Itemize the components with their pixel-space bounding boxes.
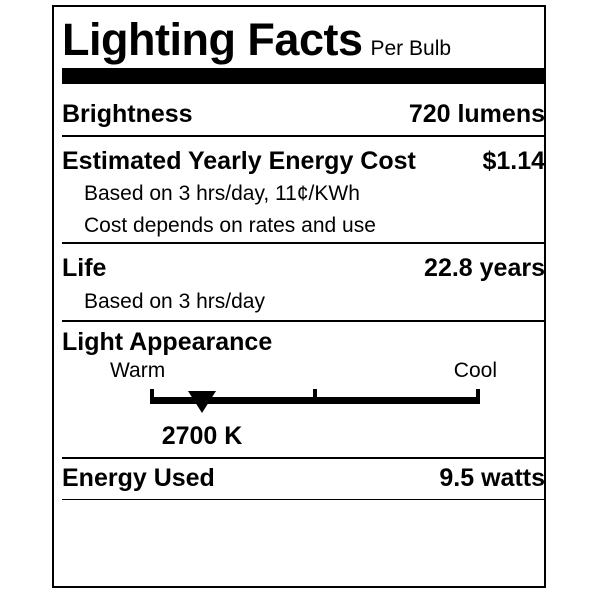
divider-bottom xyxy=(62,499,545,500)
energy-cost-note-disclaimer: Cost depends on rates and use xyxy=(84,214,376,237)
life-note-basis: Based on 3 hrs/day xyxy=(84,290,265,313)
divider-after-life xyxy=(62,320,545,322)
energy-used-label: Energy Used xyxy=(62,464,215,492)
scale-tick-middle xyxy=(313,389,317,398)
label-title-subtitle: Per Bulb xyxy=(370,37,452,60)
title-divider-bar xyxy=(62,68,545,84)
energy-used-value: 9.5 watts xyxy=(439,464,545,492)
energy-cost-row: Estimated Yearly Energy Cost $1.14 xyxy=(62,147,545,176)
brightness-row: Brightness 720 lumens xyxy=(62,100,545,129)
brightness-label: Brightness xyxy=(62,100,193,128)
label-title: Lighting Facts Per Bulb xyxy=(62,15,545,67)
energy-cost-value: $1.14 xyxy=(482,147,545,175)
scale-cool-label: Cool xyxy=(453,359,497,382)
scale-marker-triangle-icon xyxy=(188,391,216,413)
brightness-value: 720 lumens xyxy=(408,100,545,128)
scale-warm-label: Warm xyxy=(110,359,166,382)
scale-tick-warm-end xyxy=(150,389,154,398)
life-label: Life xyxy=(62,254,107,282)
divider-after-light-appearance xyxy=(62,457,545,459)
divider-after-energy-cost xyxy=(62,242,545,244)
energy-used-row: Energy Used 9.5 watts xyxy=(62,464,545,493)
scale-tick-cool-end xyxy=(476,389,480,398)
color-temperature-value: 2700 K xyxy=(161,422,243,450)
divider-after-brightness xyxy=(62,135,545,137)
life-value: 22.8 years xyxy=(424,254,545,282)
label-inner: Lighting Facts Per Bulb Brightness 720 l… xyxy=(62,7,545,586)
label-title-main: Lighting Facts xyxy=(62,14,363,65)
energy-cost-label: Estimated Yearly Energy Cost xyxy=(62,147,416,175)
lighting-facts-label: Lighting Facts Per Bulb Brightness 720 l… xyxy=(52,5,546,588)
energy-cost-note-basis: Based on 3 hrs/day, 11¢/KWh xyxy=(84,182,360,205)
scale-bar xyxy=(150,397,480,404)
light-appearance-label: Light Appearance xyxy=(62,328,273,356)
life-row: Life 22.8 years xyxy=(62,254,545,283)
light-appearance-scale: Warm Cool 2700 K xyxy=(62,359,545,454)
